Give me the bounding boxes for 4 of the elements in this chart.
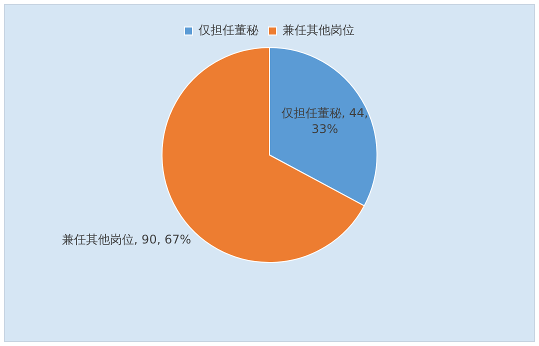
data-label: 兼任其他岗位, 90, 67%	[62, 232, 192, 247]
data-label: 仅担任董秘, 44, 33%	[281, 106, 368, 136]
legend-label: 兼任其他岗位	[282, 23, 354, 38]
legend-label: 仅担任董秘	[198, 23, 258, 38]
